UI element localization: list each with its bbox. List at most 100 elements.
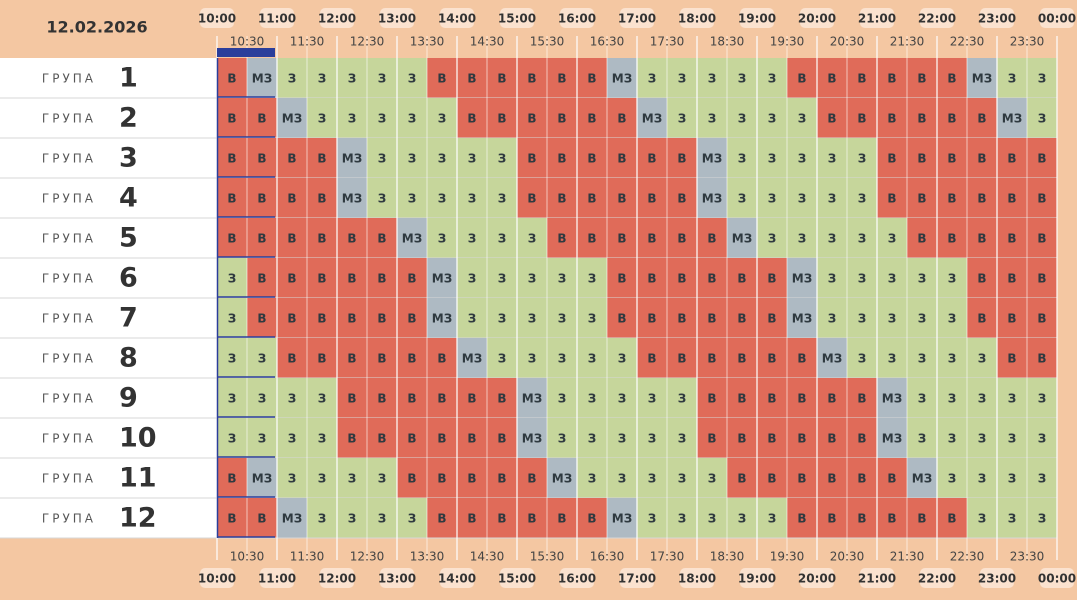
- cell-label: В: [677, 152, 686, 166]
- cell-label: В: [827, 392, 836, 406]
- cell: [337, 458, 367, 498]
- cell-label: З: [888, 352, 897, 366]
- cell-label: В: [947, 512, 956, 526]
- cell: [877, 418, 907, 458]
- cell-label: В: [617, 312, 626, 326]
- cell-label: В: [557, 72, 566, 86]
- hour-badge: [560, 568, 594, 588]
- hour-badge: [320, 568, 354, 588]
- cell: [817, 138, 847, 178]
- cell-label: В: [1007, 312, 1016, 326]
- cell: [877, 258, 907, 298]
- cell: [667, 418, 697, 458]
- cell: [307, 58, 337, 98]
- cell-label: В: [767, 392, 776, 406]
- cell: [517, 498, 547, 538]
- cell: [217, 498, 247, 538]
- cell-label: З: [558, 272, 567, 286]
- cell-label: З: [468, 312, 477, 326]
- cell: [247, 338, 277, 378]
- half-hour-label: 20:30: [830, 35, 865, 49]
- cell-label: В: [347, 352, 356, 366]
- cell: [937, 58, 967, 98]
- cell-label: В: [377, 312, 386, 326]
- cell-label: В: [677, 272, 686, 286]
- cell: [487, 498, 517, 538]
- cell-label: З: [588, 432, 597, 446]
- cell: [427, 458, 457, 498]
- hour-badge: [1040, 8, 1074, 28]
- hour-label: 22:00: [918, 572, 956, 586]
- cell: [727, 298, 757, 338]
- cell: [397, 258, 427, 298]
- group-number: 7: [119, 303, 138, 334]
- cell: [637, 498, 667, 538]
- half-hour-label: 23:30: [1010, 35, 1045, 49]
- cell: [277, 298, 307, 338]
- cell: [457, 298, 487, 338]
- hour-label: 12:00: [318, 572, 356, 586]
- cell: [457, 178, 487, 218]
- cell-label: З: [888, 312, 897, 326]
- cell-label: В: [977, 152, 986, 166]
- cell-label: З: [378, 72, 387, 86]
- cell-label: В: [587, 152, 596, 166]
- cell: [967, 258, 997, 298]
- hour-badge: [800, 568, 834, 588]
- cell-label: МЗ: [462, 352, 482, 366]
- cell: [277, 258, 307, 298]
- cell-label: З: [498, 192, 507, 206]
- cell-label: З: [798, 152, 807, 166]
- cell: [697, 178, 727, 218]
- cell-label: В: [347, 392, 356, 406]
- cell: [217, 98, 247, 138]
- cell: [457, 138, 487, 178]
- cell: [577, 458, 607, 498]
- cell-label: В: [317, 192, 326, 206]
- cell: [907, 178, 937, 218]
- cell-label: В: [1007, 152, 1016, 166]
- cell: [367, 498, 397, 538]
- cell: [427, 258, 457, 298]
- cell-label: В: [227, 152, 236, 166]
- cell: [697, 258, 727, 298]
- cell: [907, 98, 937, 138]
- cell: [247, 138, 277, 178]
- cell: [997, 138, 1027, 178]
- cell: [847, 98, 877, 138]
- cell: [757, 178, 787, 218]
- cell: [787, 138, 817, 178]
- cell-label: З: [1008, 472, 1017, 486]
- cell: [1027, 98, 1057, 138]
- cell-label: МЗ: [732, 232, 752, 246]
- cell-label: В: [587, 112, 596, 126]
- cell: [997, 418, 1027, 458]
- cell-label: В: [647, 232, 656, 246]
- cell-label: З: [678, 392, 687, 406]
- cell-label: В: [917, 72, 926, 86]
- cell: [907, 458, 937, 498]
- cell-label: З: [588, 472, 597, 486]
- cell: [577, 218, 607, 258]
- cell-label: В: [497, 512, 506, 526]
- cell-label: В: [647, 192, 656, 206]
- cell-label: МЗ: [282, 112, 302, 126]
- half-hour-label: 19:30: [770, 550, 805, 564]
- cell: [397, 138, 427, 178]
- hour-label: 13:00: [378, 572, 416, 586]
- hour-badge: [380, 568, 414, 588]
- cell-label: З: [858, 232, 867, 246]
- cell-label: З: [888, 272, 897, 286]
- cell-label: МЗ: [252, 72, 272, 86]
- cell-label: МЗ: [642, 112, 662, 126]
- cell-label: В: [497, 432, 506, 446]
- cell-label: В: [887, 512, 896, 526]
- cell-label: З: [408, 192, 417, 206]
- half-hour-label: 13:30: [410, 550, 445, 564]
- cell: [1027, 138, 1057, 178]
- cell: [547, 378, 577, 418]
- group-number: 5: [119, 223, 138, 254]
- cell-label: З: [228, 352, 237, 366]
- cell: [517, 178, 547, 218]
- cell: [907, 138, 937, 178]
